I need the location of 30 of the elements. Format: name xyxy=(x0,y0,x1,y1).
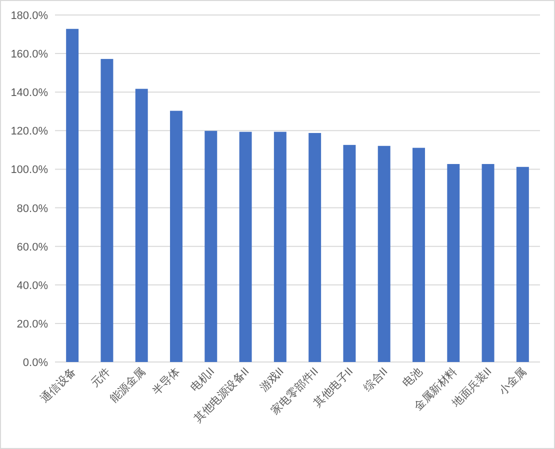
bar xyxy=(100,58,114,362)
y-tick-label: 100.0% xyxy=(10,164,48,176)
x-tick-label: 元件 xyxy=(89,366,114,390)
y-tick-label: 140.0% xyxy=(10,87,48,100)
bar xyxy=(447,164,460,362)
bar xyxy=(412,148,425,362)
bar xyxy=(135,88,148,362)
bar xyxy=(378,146,390,362)
x-tick-label: 小金属 xyxy=(496,364,529,398)
x-tick-label: 游戏II xyxy=(257,364,286,394)
bar xyxy=(343,144,356,362)
y-tick-label: 60.0% xyxy=(16,241,48,254)
y-tick-label: 120.0% xyxy=(10,126,48,138)
bar xyxy=(204,130,218,362)
y-tick-label: 180.0% xyxy=(10,10,48,22)
y-tick-label: 40.0% xyxy=(16,280,48,292)
y-tick-label: 160.0% xyxy=(10,48,48,61)
bar xyxy=(239,132,252,362)
bar xyxy=(308,132,322,362)
bar xyxy=(66,28,79,362)
x-tick-label: 半导体 xyxy=(150,364,182,398)
x-tick-label: 电池 xyxy=(400,364,425,390)
y-tick-label: 80.0% xyxy=(16,202,48,215)
bar xyxy=(516,166,529,362)
x-tick-label: 综合II xyxy=(361,364,390,394)
y-tick-label: 20.0% xyxy=(16,318,48,330)
bar xyxy=(274,132,286,362)
bar xyxy=(482,164,494,362)
x-tick-label: 电机II xyxy=(188,364,218,394)
bar xyxy=(170,110,182,362)
